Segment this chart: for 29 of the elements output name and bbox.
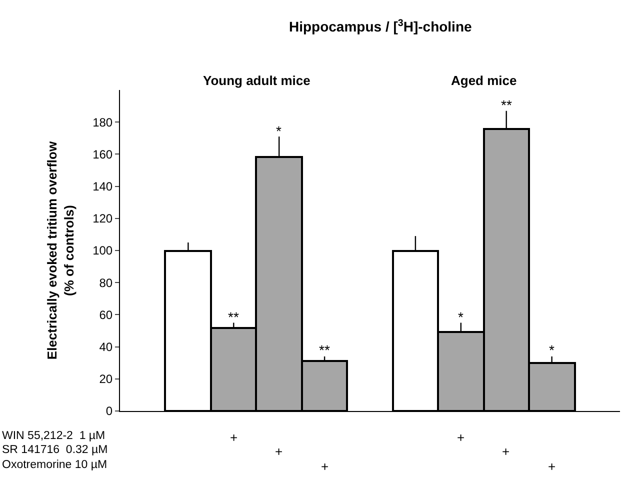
data-label: ** xyxy=(228,309,240,325)
y-tick-label: 40 xyxy=(99,340,113,354)
y-tick-label: 60 xyxy=(99,308,113,322)
text: + xyxy=(321,459,329,474)
data-label: * xyxy=(458,309,464,325)
text: Aged mice xyxy=(451,73,517,88)
text: + xyxy=(548,459,556,474)
data-label: ** xyxy=(319,342,330,358)
y-tick-label: 160 xyxy=(92,147,113,162)
y-axis-title: Electrically evoked tritium overflow (% of controls) xyxy=(44,140,77,360)
data-label: * xyxy=(549,342,555,358)
y-tick-label: 80 xyxy=(99,276,113,290)
text: SR 141716 0.32 µM xyxy=(2,444,108,456)
data-label: * xyxy=(276,123,282,139)
y-tick-label: 180 xyxy=(92,115,113,130)
data-label: ** xyxy=(501,97,512,113)
y-tick-label: 100 xyxy=(92,244,113,258)
y-tick-label: 20 xyxy=(99,372,113,386)
y-tick-label: 0 xyxy=(106,404,113,418)
chart-title: Hippocampus / [$^{3}$H]-choline xyxy=(288,18,472,35)
text: + xyxy=(457,430,465,445)
y-tick-label: 120 xyxy=(92,212,113,226)
text: Oxotremorine 10 µM xyxy=(2,459,108,471)
text: + xyxy=(230,430,238,445)
text: Young adult mice xyxy=(203,73,310,88)
text: WIN 55,212-2 1 µM xyxy=(2,430,106,442)
text: + xyxy=(275,444,283,459)
y-tick-label: 140 xyxy=(92,180,113,194)
text: + xyxy=(502,444,510,459)
